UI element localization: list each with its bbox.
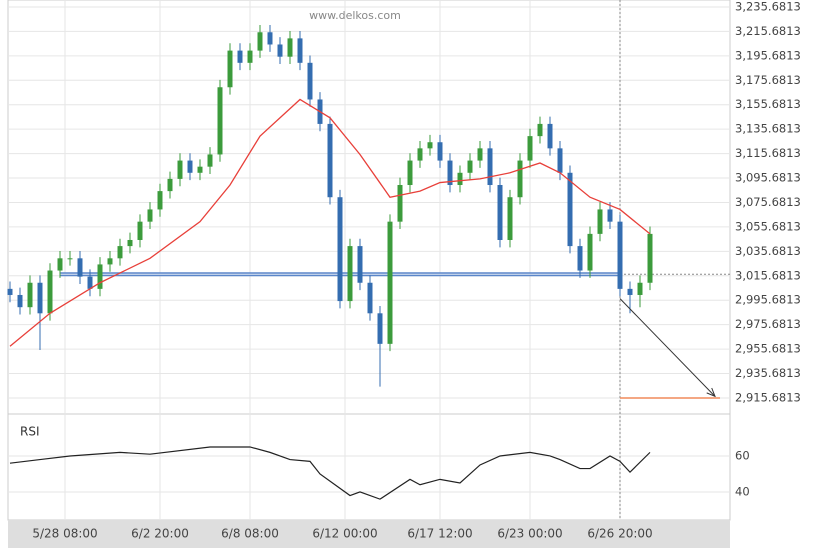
y-tick-label: 3,095.6813 (735, 171, 801, 185)
candle-body (177, 160, 183, 179)
candle-body (617, 221, 623, 289)
candle-body (597, 209, 603, 234)
moving-average (9, 98, 651, 347)
x-tick-label: 6/23 00:00 (497, 527, 562, 541)
candle-body (417, 148, 423, 161)
candle-body (257, 32, 263, 51)
candle-body (327, 123, 333, 198)
candle-body (37, 282, 43, 314)
candle-body (377, 313, 383, 344)
candle-body (107, 258, 113, 265)
y-tick-label: 3,055.6813 (735, 219, 801, 233)
y-tick-label: 2,935.6813 (735, 366, 801, 380)
candle-body (147, 209, 153, 222)
y-tick-label: 3,135.6813 (735, 122, 801, 136)
candle-body (167, 178, 173, 192)
candle-body (607, 209, 613, 222)
candle-body (297, 38, 303, 63)
y-tick-label: 2,975.6813 (735, 317, 801, 331)
candle-body (287, 38, 293, 57)
arrow-head (706, 387, 716, 398)
candle-body (237, 50, 243, 63)
y-tick-label: 60 (735, 448, 750, 462)
candle-body (547, 123, 553, 149)
time-axis-band (8, 520, 730, 548)
candle-body (127, 239, 133, 247)
candle-body (217, 87, 223, 155)
x-tick-label: 6/26 20:00 (587, 527, 652, 541)
candle-body (247, 50, 253, 63)
candle-body (187, 160, 193, 173)
candle-body (17, 294, 23, 308)
candle-body (47, 270, 53, 314)
y-tick-label: 3,215.6813 (735, 24, 801, 38)
candle-body (407, 160, 413, 186)
forecast-arrow (619, 298, 716, 397)
candle-body (97, 264, 103, 289)
candle-body (77, 258, 83, 277)
candle-body (577, 246, 583, 271)
candle-body (627, 288, 633, 295)
candle-body (537, 123, 543, 137)
candle-body (447, 160, 453, 186)
candle-body (227, 50, 233, 88)
candle-body (277, 44, 283, 57)
candle-body (647, 233, 653, 283)
candle-body (67, 258, 73, 260)
candle-body (357, 246, 363, 283)
candle-body (197, 166, 203, 173)
candle-body (437, 142, 443, 161)
candle-body (207, 154, 213, 167)
candle-body (337, 197, 343, 302)
y-tick-label: 2,915.6813 (735, 390, 801, 404)
candle-body (497, 185, 503, 240)
candle-body (587, 233, 593, 271)
y-tick-label: 40 (735, 484, 750, 498)
y-tick-label: 2,995.6813 (735, 293, 801, 307)
x-tick-label: 6/12 00:00 (312, 527, 377, 541)
y-tick-label: 3,075.6813 (735, 195, 801, 209)
candle-body (7, 288, 13, 295)
candle-body (397, 185, 403, 222)
candle-body (157, 191, 163, 210)
y-tick-label: 3,175.6813 (735, 73, 801, 87)
y-tick-label: 3,195.6813 (735, 48, 801, 62)
x-tick-label: 6/8 08:00 (221, 527, 279, 541)
candle-body (347, 246, 353, 302)
candle-body (567, 172, 573, 247)
x-tick-label: 6/2 20:00 (131, 527, 189, 541)
candle-body (457, 172, 463, 186)
x-tick-label: 6/17 12:00 (407, 527, 472, 541)
candle-body (557, 148, 563, 173)
candle-body (427, 142, 433, 149)
x-tick-label: 5/28 08:00 (32, 527, 97, 541)
y-tick-label: 3,235.6813 (735, 0, 801, 13)
y-tick-label: 3,155.6813 (735, 97, 801, 111)
candle-body (637, 282, 643, 295)
candle-body (367, 282, 373, 314)
candle-body (27, 282, 33, 308)
candle-body (517, 160, 523, 198)
candle-body (477, 148, 483, 161)
candle-body (57, 258, 63, 271)
y-tick-label: 2,955.6813 (735, 342, 801, 356)
candle-body (387, 221, 393, 344)
plot-frame (7, 0, 731, 521)
rsi-line (9, 446, 651, 500)
y-tick-label: 3,035.6813 (735, 244, 801, 258)
candle-body (467, 160, 473, 173)
watermark: www.delkos.com (309, 9, 401, 22)
candle-body (307, 62, 313, 100)
candle-body (117, 246, 123, 259)
rsi-label: RSI (20, 425, 40, 439)
y-tick-label: 3,115.6813 (735, 146, 801, 160)
candle-body (137, 221, 143, 240)
candle-body (527, 136, 533, 161)
y-tick-label: 3,015.6813 (735, 268, 801, 282)
candle-body (507, 197, 513, 240)
candle-body (267, 32, 273, 45)
candle-body (87, 276, 93, 289)
candle-body (487, 148, 493, 186)
